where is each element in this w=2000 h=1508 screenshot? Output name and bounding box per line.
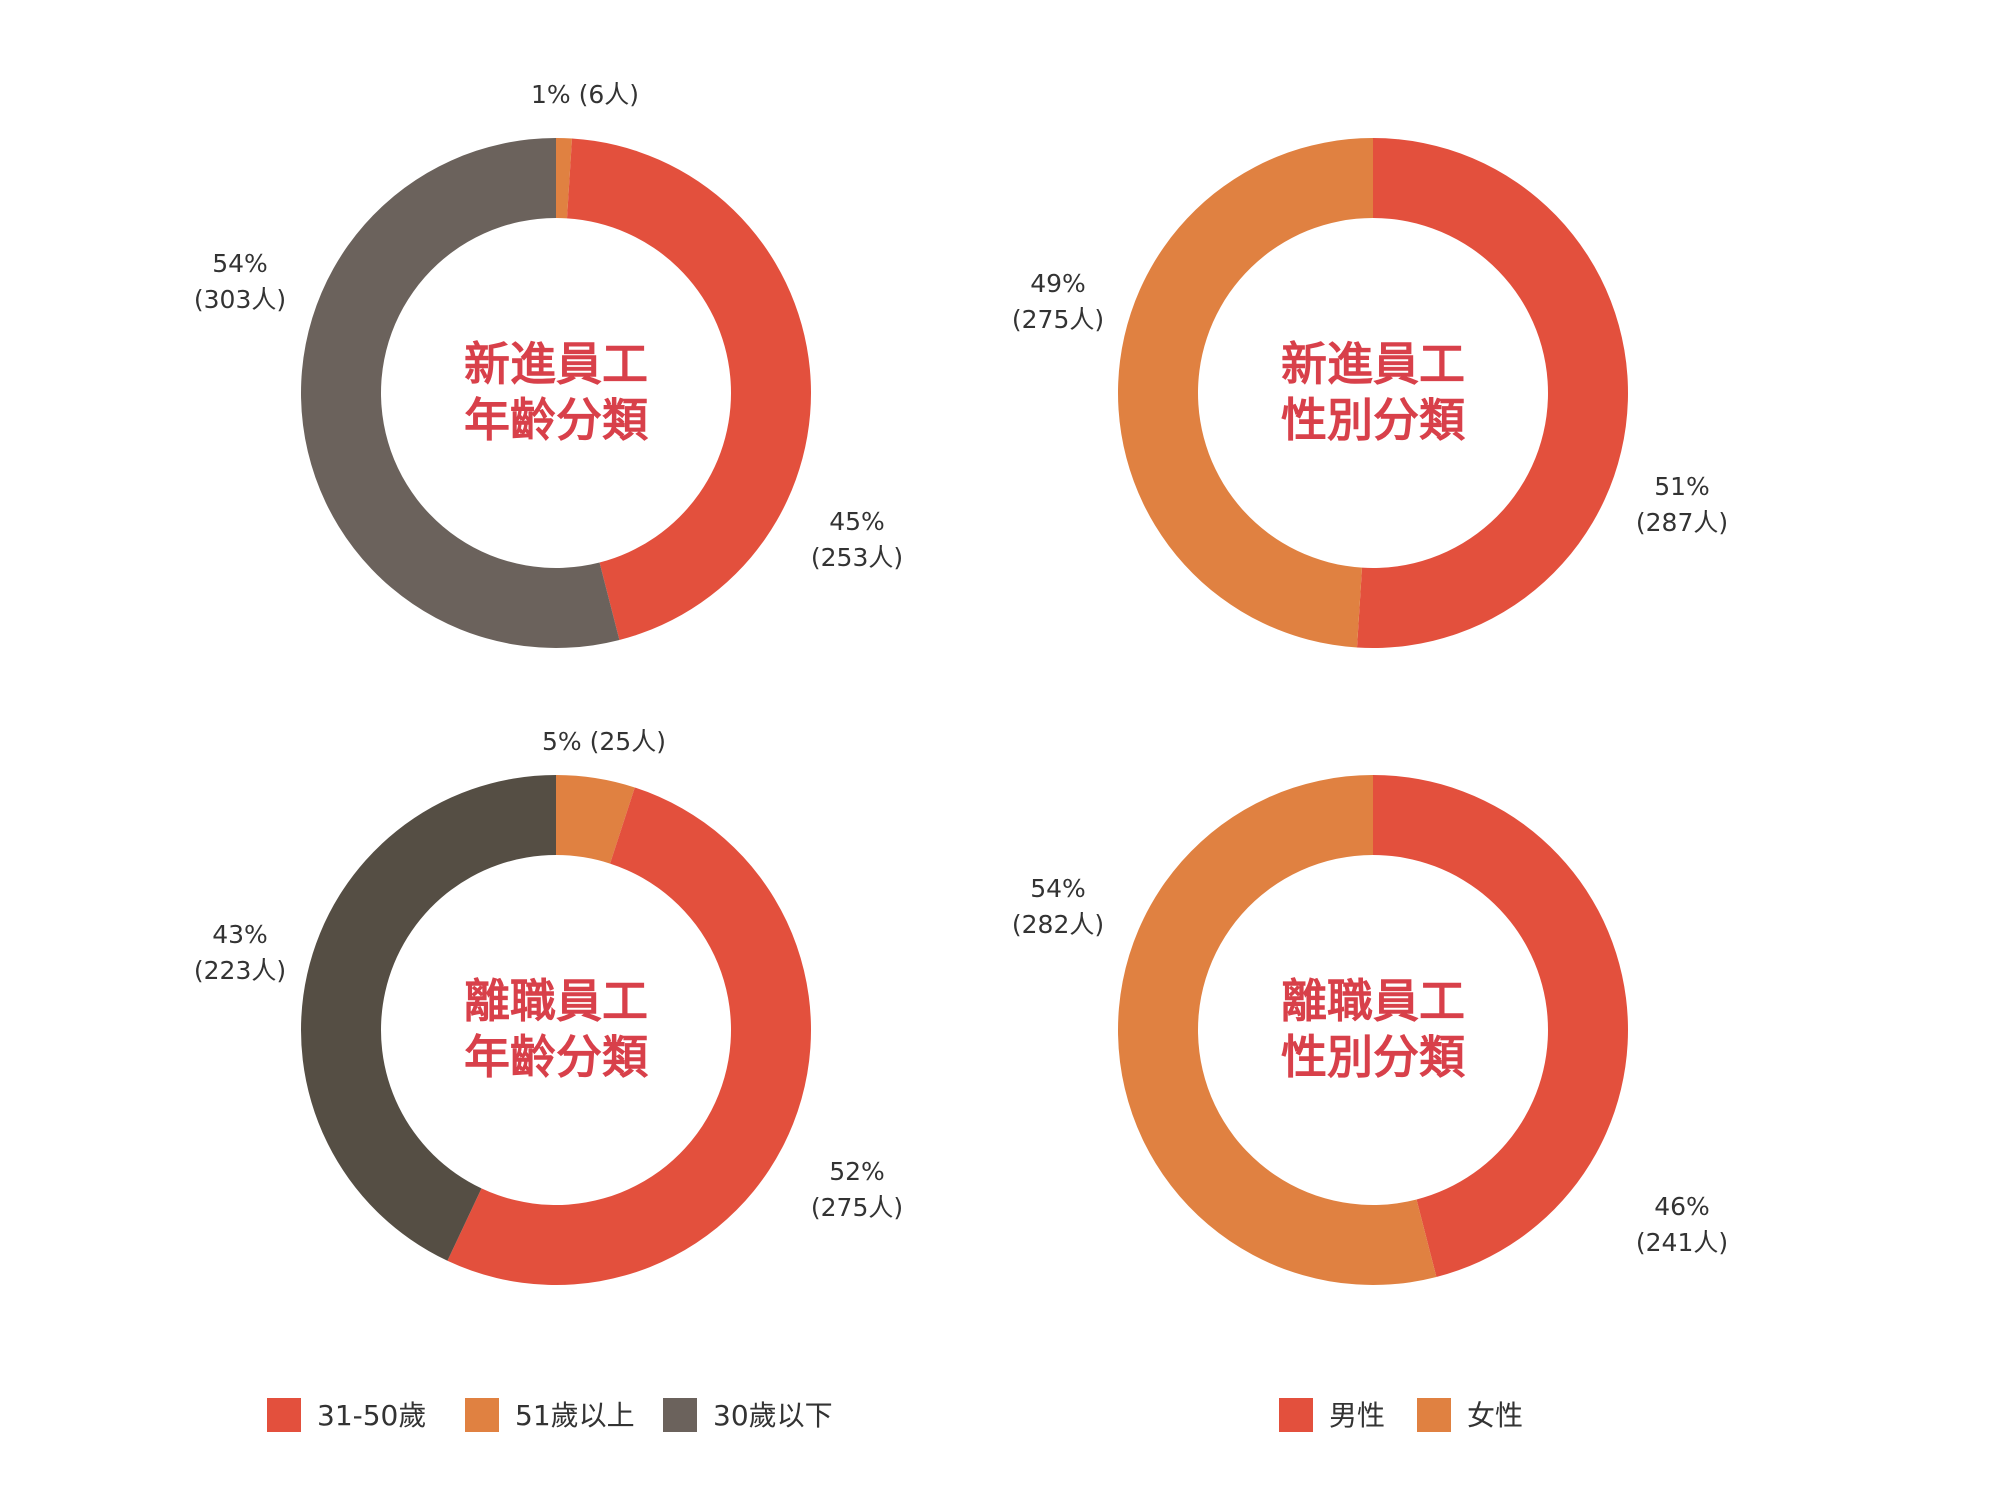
legend-swatch [663,1398,697,1432]
slice-label: 54% (303人) [194,249,286,314]
legend-swatch [465,1398,499,1432]
slice-label-line: 49% [1030,269,1086,298]
slice-label: 54% (282人) [1012,874,1104,939]
chart-title: 離職員工年齡分類 [464,974,649,1084]
chart-title-line: 年齡分類 [464,1030,649,1084]
donut-slice [1373,775,1629,1277]
slice-label: 49% (275人) [1012,269,1104,334]
slice-label-line: (253人) [811,543,903,572]
slice-label: 51% (287人) [1636,472,1728,537]
slice-label-line: (241人) [1636,1228,1728,1257]
donut-slice [556,775,635,864]
slice-label-line: 46% [1654,1192,1710,1221]
donut-slice [300,775,556,1261]
slice-label: 43% (223人) [194,920,286,985]
age-legend: 31-50歲 51歲以上 30歲以下 [267,1398,833,1432]
donut-slice [301,138,620,648]
slice-label: 46% (241人) [1636,1192,1728,1257]
donut-slice [1117,138,1373,648]
donut-slice [566,138,812,640]
legend-label: 51歲以上 [515,1399,635,1432]
donut-chart-1: 1% (6人) 45% (253人) 54% (303人) 新進員工年齡分類 [194,80,903,648]
chart-title-line: 年齡分類 [464,393,649,447]
legend-label: 男性 [1329,1399,1385,1432]
legend-label: 女性 [1467,1399,1523,1432]
slice-label-line: 52% [829,1157,885,1186]
slice-label-line: 5% (25人) [542,727,666,756]
chart-title-line: 離職員工 [1281,974,1465,1028]
chart-title-line: 離職員工 [464,974,648,1028]
chart-title-line: 性別分類 [1281,393,1466,447]
slice-label-line: 1% (6人) [531,80,639,109]
legend-label: 31-50歲 [317,1399,426,1432]
chart-title-line: 新進員工 [464,337,648,391]
slice-label: 1% (6人) [531,80,639,109]
slice-label-line: (223人) [194,956,286,985]
slice-label-line: (303人) [194,285,286,314]
chart-title-line: 新進員工 [1281,337,1465,391]
donut-slice [447,787,811,1285]
slice-label-line: (282人) [1012,910,1104,939]
chart-title: 新進員工年齡分類 [464,337,649,447]
donut-slice [1118,775,1437,1285]
slice-label: 45% (253人) [811,507,903,572]
donut-chart-4: 46% (241人) 54% (282人) 離職員工性別分類 [1012,775,1728,1285]
slice-label-line: 51% [1654,472,1710,501]
chart-title: 離職員工性別分類 [1281,974,1466,1084]
legend-swatch [1279,1398,1313,1432]
donut-slice [556,138,573,219]
donut-slice [1356,138,1628,648]
slice-label-line: 54% [1030,874,1086,903]
slice-label-line: (275人) [1012,305,1104,334]
chart-title: 新進員工性別分類 [1281,337,1466,447]
donut-chart-2: 51% (287人) 49% (275人) 新進員工性別分類 [1012,138,1728,648]
slice-label-line: (287人) [1636,508,1728,537]
slice-label-line: 43% [212,920,268,949]
legend-swatch [267,1398,301,1432]
gender-legend: 男性 女性 [1279,1398,1523,1432]
donut-chart-3: 5% (25人) 52% (275人) 43% (223人) 離職員工年齡分類 [194,727,903,1285]
slice-label: 5% (25人) [542,727,666,756]
slice-label-line: (275人) [811,1193,903,1222]
slice-label-line: 45% [829,507,885,536]
slice-label: 52% (275人) [811,1157,903,1222]
slice-label-line: 54% [212,249,268,278]
legend-label: 30歲以下 [713,1399,833,1432]
legend-swatch [1417,1398,1451,1432]
chart-title-line: 性別分類 [1281,1030,1466,1084]
